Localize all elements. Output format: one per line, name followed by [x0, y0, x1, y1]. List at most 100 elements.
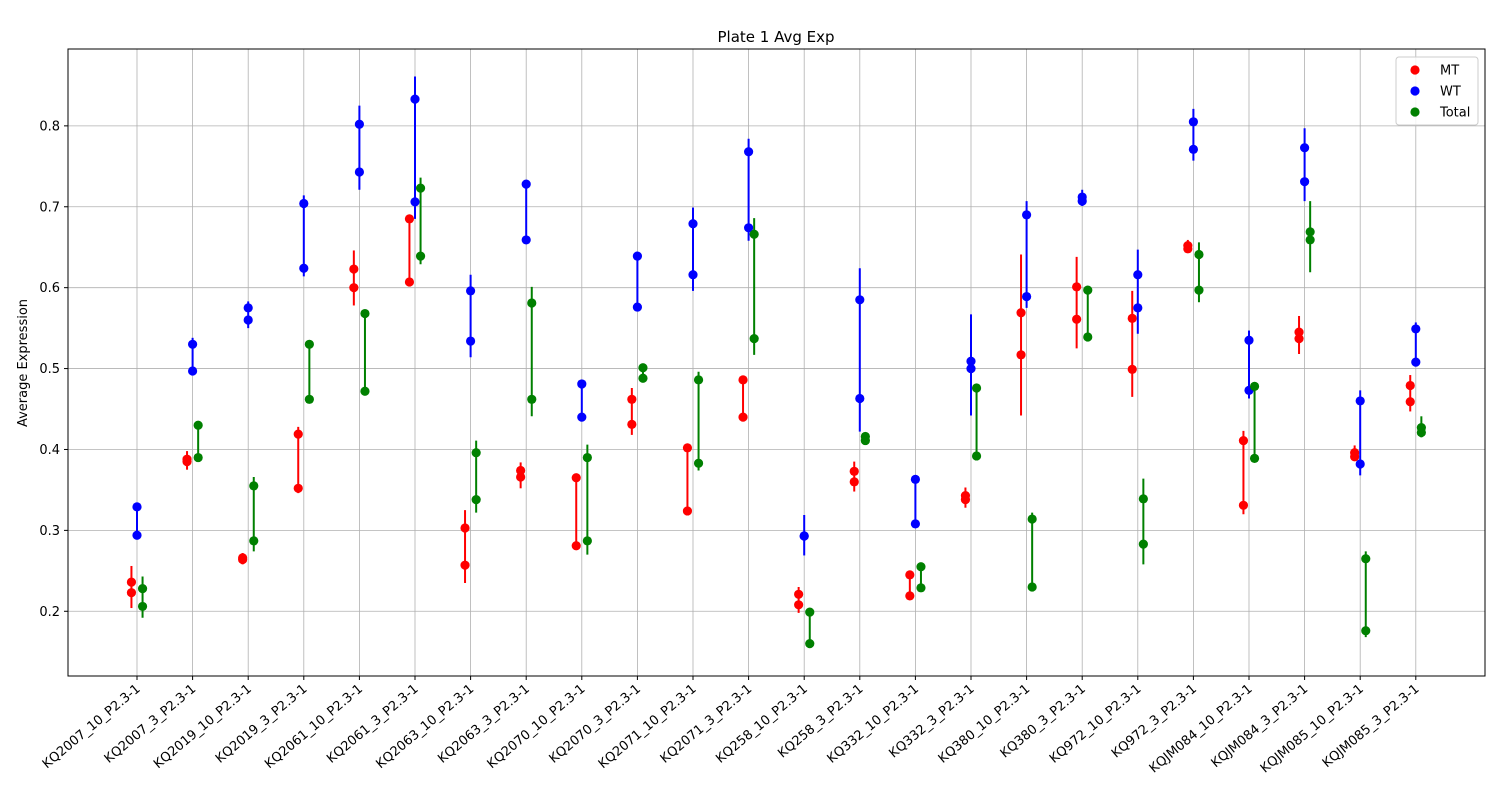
data-point — [1183, 244, 1193, 254]
data-point — [1300, 143, 1310, 153]
data-point — [582, 452, 592, 463]
data-point — [1083, 285, 1093, 295]
data-point — [632, 302, 643, 312]
x-tick-label: KQ2061_3_P2.3-1 — [324, 682, 421, 767]
data-point — [688, 219, 698, 229]
data-point — [349, 283, 359, 293]
x-axis-ticks: KQ2007_10_P2.3-1KQ2007_3_P2.3-1KQ2019_10… — [40, 676, 1422, 777]
data-point — [354, 167, 364, 177]
y-axis-ticks: 0.2 0.3 0.4 0.5 0.6 0.7 0.8 — [39, 119, 68, 620]
data-point — [794, 600, 804, 610]
data-point — [738, 375, 748, 385]
data-point — [577, 412, 587, 422]
y-tick-label: 0.6 — [39, 281, 60, 296]
data-point — [293, 429, 303, 439]
data-point — [466, 286, 476, 296]
data-point — [1188, 117, 1198, 127]
data-point — [1138, 494, 1148, 504]
data-point — [243, 315, 253, 325]
x-tick-label: KQ2061_10_P2.3-1 — [262, 682, 366, 772]
data-point — [471, 495, 481, 505]
data-point — [193, 452, 203, 463]
data-point — [404, 214, 415, 224]
x-tick-label: KQ332_10_P2.3-1 — [825, 682, 922, 767]
data-point — [638, 373, 648, 383]
data-point — [910, 474, 921, 485]
data-point — [1305, 227, 1315, 237]
data-point — [571, 473, 581, 483]
data-point — [738, 412, 748, 422]
data-point — [521, 179, 531, 189]
data-point — [1411, 357, 1421, 367]
data-point — [404, 277, 415, 287]
data-point — [293, 483, 303, 493]
series-total — [137, 177, 1426, 649]
data-point — [682, 506, 693, 516]
data-point — [360, 386, 370, 396]
x-tick-label: KQ2019_10_P2.3-1 — [151, 682, 255, 772]
data-point — [238, 554, 248, 565]
data-point — [360, 308, 370, 319]
data-point — [749, 334, 759, 344]
legend: MT WT Total — [1395, 56, 1479, 126]
data-point — [916, 583, 926, 593]
data-point — [1072, 282, 1082, 292]
series-wt — [132, 76, 1421, 556]
data-point — [460, 523, 470, 533]
x-tick-label: KQ2063_3_P2.3-1 — [435, 682, 532, 767]
data-point — [960, 495, 971, 505]
data-point — [905, 591, 915, 601]
data-point — [1300, 177, 1310, 187]
data-point — [182, 457, 192, 467]
data-point — [1294, 334, 1304, 344]
data-point — [1416, 427, 1426, 438]
x-tick-label: KQ2071_10_P2.3-1 — [596, 682, 700, 772]
data-point — [354, 119, 364, 129]
data-point — [1016, 308, 1026, 318]
data-point — [1133, 270, 1143, 280]
data-point — [521, 235, 531, 245]
series-mt — [126, 214, 1415, 613]
data-point — [799, 531, 809, 541]
data-point — [1350, 452, 1360, 462]
data-point — [126, 577, 137, 587]
data-point — [1238, 500, 1249, 510]
data-point — [916, 562, 926, 572]
data-point — [516, 465, 526, 476]
data-point — [1361, 554, 1371, 564]
data-point — [693, 458, 704, 468]
data-point — [682, 443, 693, 453]
data-point — [627, 419, 637, 429]
data-point — [1072, 314, 1082, 324]
data-point — [243, 303, 253, 313]
x-tick-label: KQ972_10_P2.3-1 — [1047, 682, 1144, 767]
data-point — [249, 481, 259, 491]
data-point — [632, 251, 643, 261]
data-point — [299, 263, 309, 273]
data-point — [193, 420, 203, 430]
data-point — [971, 383, 982, 393]
data-point — [1405, 397, 1415, 407]
data-point — [299, 198, 309, 209]
data-point — [132, 502, 142, 512]
data-point — [1305, 235, 1315, 245]
y-tick-label: 0.3 — [39, 524, 60, 539]
data-point — [1411, 324, 1421, 334]
data-point — [1022, 291, 1032, 302]
data-point — [1294, 327, 1304, 337]
x-tick-label: KQJM085_10_P2.3-1 — [1258, 682, 1367, 777]
data-point — [415, 183, 426, 193]
data-point — [471, 448, 481, 458]
plot-frame — [67, 48, 1486, 677]
data-point — [460, 560, 470, 570]
data-point — [1361, 626, 1371, 636]
data-point — [627, 394, 637, 404]
data-point — [132, 530, 142, 540]
data-point — [849, 466, 859, 476]
data-point — [688, 270, 698, 280]
data-point — [126, 588, 137, 598]
data-point — [577, 379, 587, 389]
data-point — [1249, 381, 1260, 391]
legend-marker-total — [1410, 107, 1420, 117]
